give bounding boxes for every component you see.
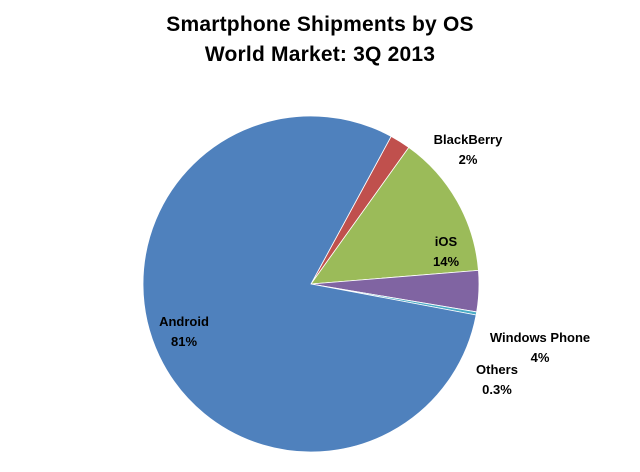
slice-value-label: 81% (171, 334, 197, 349)
slice-value-label: 4% (531, 350, 550, 365)
slice-name-label: Windows Phone (490, 330, 590, 345)
slice-name-label: Others (476, 362, 518, 377)
slice-name-label: BlackBerry (434, 132, 503, 147)
slice-name-label: Android (159, 314, 209, 329)
pie-slices (142, 115, 480, 453)
slice-value-label: 2% (459, 152, 478, 167)
slice-name-label: iOS (435, 234, 458, 249)
slice-value-label: 0.3% (482, 382, 512, 397)
chart-title: Smartphone Shipments by OS (166, 13, 474, 36)
slice-value-label: 14% (433, 254, 459, 269)
pie-slice-android (142, 115, 477, 453)
chart-subtitle: World Market: 3Q 2013 (204, 43, 436, 66)
pie-labels: BlackBerry 2% iOS 14% Windows Phone 4% Others 0… (159, 132, 590, 397)
pie-slice-ios (310, 146, 479, 285)
